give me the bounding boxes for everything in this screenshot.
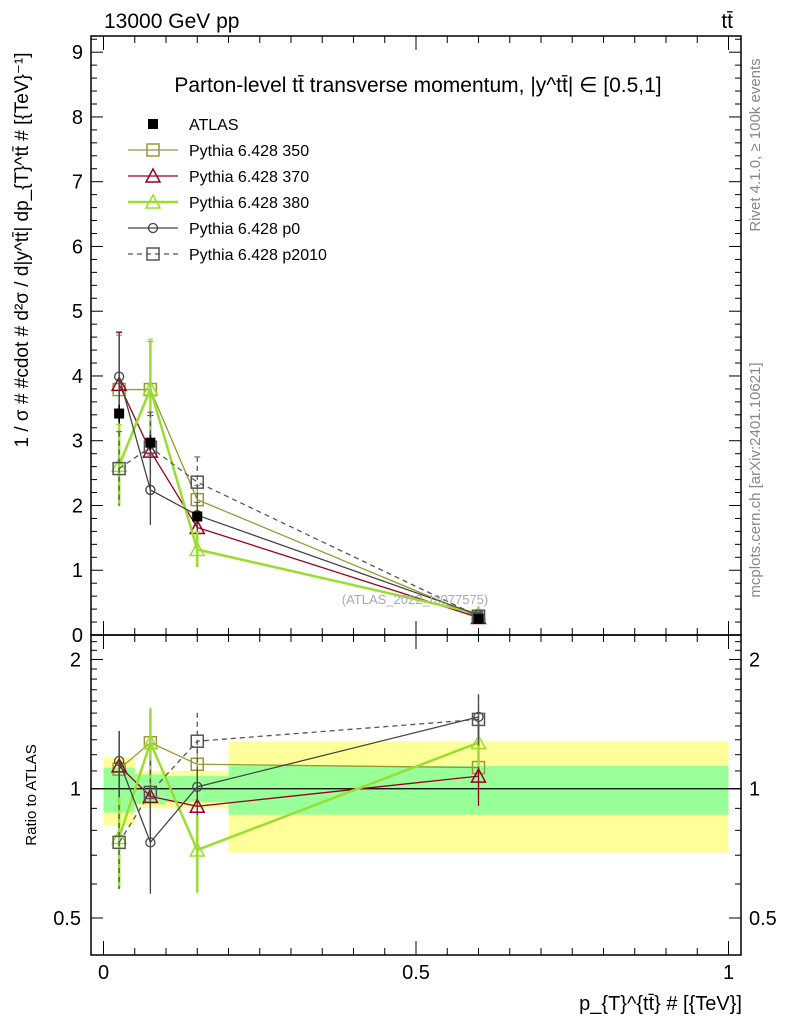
- header-left: 13000 GeV pp: [104, 10, 239, 33]
- series-line-pythia-6-428-p0: [118, 376, 479, 616]
- point-pythia-6-428-380: [142, 380, 159, 396]
- series-line-pythia-6-428-p2010: [118, 446, 479, 617]
- legend-marker-pythia-6-428-380: [144, 193, 162, 209]
- ratio-point-pythia-6-428-p0: [192, 781, 203, 793]
- ratio-point-pythia-6-428-p2010: [143, 785, 158, 800]
- data-point-atlas: [473, 613, 484, 624]
- y-tick-label: 4: [72, 366, 83, 388]
- rivet-label: Rivet 4.1.0, ≥ 100k events: [747, 58, 764, 231]
- data-point-atlas: [192, 511, 203, 522]
- series-line-pythia-6-428-370: [118, 384, 479, 619]
- mcplots-label: mcplots.cern.ch [arXiv:2401.10621]: [747, 362, 764, 597]
- y-tick-label: 8: [72, 107, 83, 129]
- point-pythia-6-428-p0: [113, 371, 125, 382]
- ratio-point-pythia-6-428-380: [188, 841, 206, 857]
- ratio-line-pythia-6-428-370: [118, 765, 479, 807]
- ratio-point-pythia-6-428-p2010: [112, 835, 126, 850]
- ratio-point-pythia-6-428-380: [470, 734, 487, 750]
- y-tick-label: 2: [72, 495, 83, 517]
- data-point-atlas: [145, 437, 156, 448]
- ratio-tick-label-right: 1: [749, 779, 760, 801]
- ratio-point-pythia-6-428-p0: [473, 711, 484, 723]
- ratio-tick-label-left: 2: [70, 649, 81, 671]
- y-tick-label: 6: [72, 236, 83, 258]
- ratio-point-pythia-6-428-380: [142, 734, 159, 750]
- legend-label-pythia-6-428-p2010: Pythia 6.428 p2010: [189, 247, 327, 264]
- ratio-point-pythia-6-428-370: [188, 797, 206, 814]
- ratio-point-pythia-6-428-p2010: [471, 712, 486, 727]
- legend-marker-atlas: [148, 119, 158, 129]
- legend-marker-pythia-6-428-350: [146, 143, 160, 157]
- chart-title: Parton-level tt̄ transverse momentum, |y…: [174, 74, 661, 97]
- series-line-pythia-6-428-380: [117, 385, 479, 615]
- y-axis-label: 1 / σ # #cdot # d²σ / d|y^tt̄| dp_{T}^tt…: [12, 53, 33, 448]
- ratio-line-pythia-6-428-p2010: [118, 718, 479, 843]
- x-tick-label: 0: [98, 962, 109, 984]
- legend-label-pythia-6-428-p0: Pythia 6.428 p0: [189, 221, 300, 238]
- legend-marker-pythia-6-428-p0: [147, 222, 159, 234]
- legend-marker-pythia-6-428-370: [144, 167, 162, 183]
- ratio-line-pythia-6-428-380: [117, 739, 479, 852]
- ratio-panel-series: [110, 694, 487, 894]
- watermark: (ATLAS_2022_I2077575): [342, 592, 488, 607]
- x-axis-label: p_{T}^{tt̄} # [{TeV}]: [579, 993, 742, 1015]
- legend-label-pythia-6-428-380: Pythia 6.428 380: [189, 195, 309, 212]
- legend-label-pythia-6-428-370: Pythia 6.428 370: [189, 169, 309, 186]
- y-tick-label: 3: [72, 431, 83, 453]
- y-tick-label: 0: [72, 625, 83, 647]
- header-right: tt̄: [721, 10, 733, 33]
- series-line-pythia-6-428-350: [119, 388, 479, 618]
- ratio-tick-label-left: 1: [70, 779, 81, 801]
- y-tick-label: 7: [72, 172, 83, 194]
- y-tick-label: 5: [72, 301, 83, 323]
- ratio-point-pythia-6-428-370: [470, 767, 487, 783]
- legend-marker-pythia-6-428-p2010: [146, 247, 160, 261]
- ratio-point-pythia-6-428-p2010: [190, 734, 204, 748]
- ratio-point-pythia-6-428-p0: [113, 755, 125, 767]
- main-panel-series: [110, 331, 487, 625]
- ratio-point-pythia-6-428-p0: [145, 837, 156, 848]
- point-pythia-6-428-380: [188, 540, 206, 557]
- x-tick-label: 0.5: [402, 962, 430, 984]
- ratio-tick-label-left: 0.5: [53, 908, 81, 930]
- y-tick-label: 9: [72, 42, 83, 64]
- point-pythia-6-428-p2010: [190, 475, 204, 489]
- data-point-atlas: [114, 408, 125, 419]
- legend-label-atlas: ATLAS: [189, 117, 239, 134]
- legend-label-pythia-6-428-350: Pythia 6.428 350: [189, 143, 309, 160]
- x-tick-label: 1: [723, 962, 734, 984]
- ratio-tick-label-right: 0.5: [749, 908, 777, 930]
- point-pythia-6-428-p2010: [112, 461, 126, 476]
- ratio-line-pythia-6-428-p0: [118, 716, 479, 844]
- ratio-line-pythia-6-428-350: [118, 741, 479, 770]
- y-tick-label: 1: [72, 560, 83, 582]
- ratio-y-axis-label: Ratio to ATLAS: [23, 744, 40, 845]
- point-pythia-6-428-p0: [145, 484, 156, 496]
- ratio-tick-label-right: 2: [749, 649, 760, 671]
- legend: ATLAS Pythia 6.428 350 Pythia 6.428 370 Pyt…: [128, 117, 327, 264]
